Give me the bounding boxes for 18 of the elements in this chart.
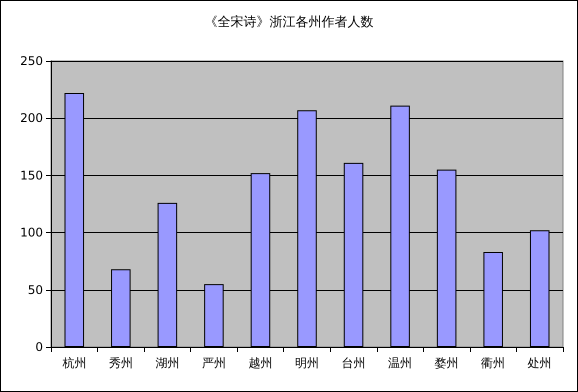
y-tick-label: 50	[28, 282, 43, 297]
y-tick-label: 0	[35, 340, 43, 354]
x-tick-label: 台州	[342, 356, 366, 370]
x-tick-label: 湖州	[155, 356, 180, 370]
x-tick-label: 秀州	[108, 356, 133, 370]
x-tick-label: 婺州	[434, 356, 459, 370]
x-tick-label: 杭州	[61, 356, 86, 370]
y-tick-label: 250	[20, 54, 43, 68]
x-tick-label: 越州	[248, 356, 272, 370]
y-tick-label: 150	[20, 168, 43, 182]
x-tick-label: 温州	[388, 356, 412, 370]
y-tick-label: 100	[20, 226, 43, 240]
x-tick-label: 严州	[202, 356, 226, 370]
chart-title: 《全宋诗》浙江各州作者人数	[204, 14, 374, 30]
x-tick-label: 衢州	[481, 356, 506, 370]
x-tick-label: 处州	[528, 356, 552, 370]
y-tick-label: 200	[20, 111, 43, 126]
x-tick-label: 明州	[295, 356, 319, 370]
